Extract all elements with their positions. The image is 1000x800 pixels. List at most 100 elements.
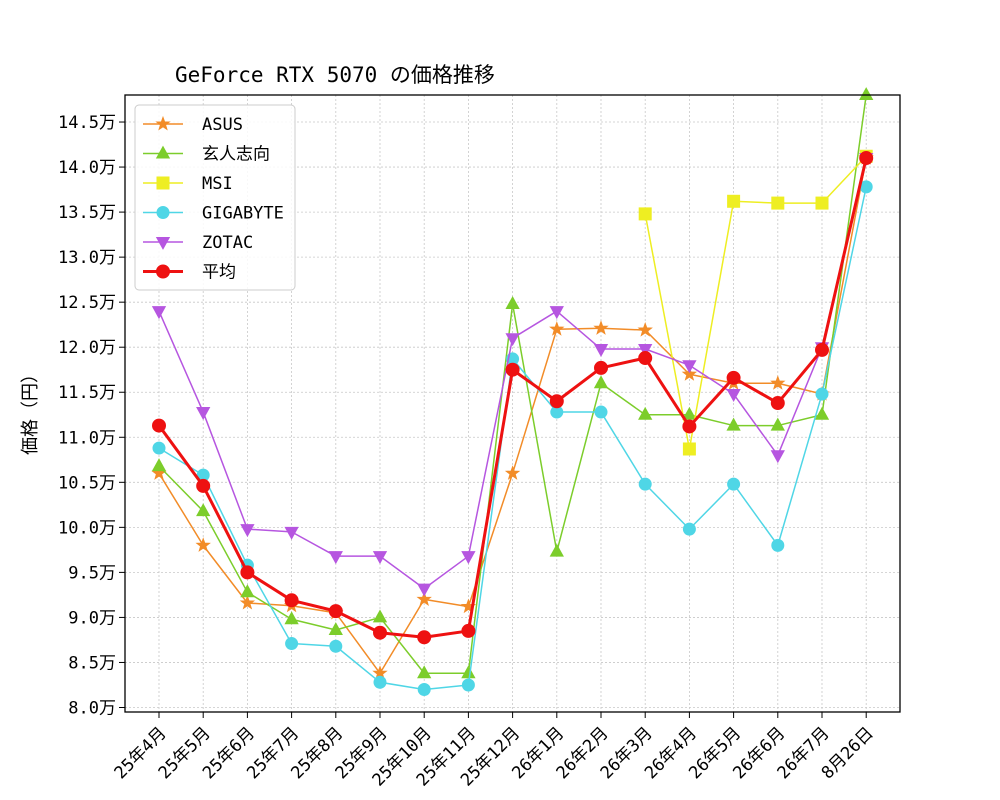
data-point xyxy=(196,407,211,420)
data-point xyxy=(505,333,520,347)
data-point xyxy=(505,362,520,377)
legend-marker xyxy=(155,115,171,131)
data-point xyxy=(240,584,255,598)
y-tick-label: 14.0万 xyxy=(58,158,116,178)
y-tick-label: 13.5万 xyxy=(58,203,116,223)
y-axis: 8.0万 8.5万 9.0万 9.5万 10.0万 10.5万 11.0万 11.5万 12.0… xyxy=(58,113,125,718)
data-point xyxy=(594,360,608,375)
data-point xyxy=(417,665,432,679)
data-point xyxy=(726,417,741,431)
data-point xyxy=(461,678,475,692)
legend-label: 玄人志向 xyxy=(202,145,270,165)
data-point xyxy=(152,441,166,455)
data-point xyxy=(682,360,697,374)
series-4 xyxy=(151,153,874,597)
y-tick-label: 12.0万 xyxy=(58,338,116,358)
data-point xyxy=(770,396,785,411)
data-point xyxy=(417,630,432,645)
legend-label: MSI xyxy=(202,174,233,194)
y-tick-label: 12.5万 xyxy=(58,293,116,313)
data-point xyxy=(770,450,785,464)
data-point xyxy=(593,375,609,389)
data-point xyxy=(771,538,785,552)
chart-title: GeForce RTX 5070 の価格推移 xyxy=(175,63,495,87)
data-point xyxy=(328,622,343,636)
data-point xyxy=(770,375,786,390)
data-point xyxy=(461,665,476,679)
data-point xyxy=(328,551,343,565)
data-point xyxy=(505,296,520,309)
legend-marker xyxy=(156,176,170,190)
legend-entry: ASUS xyxy=(143,115,243,135)
y-tick-label: 9.5万 xyxy=(68,563,116,583)
legend-label: 平均 xyxy=(202,263,236,283)
legend-marker xyxy=(155,237,171,250)
data-point xyxy=(504,465,521,480)
y-tick-label: 8.0万 xyxy=(68,698,116,718)
data-point xyxy=(638,344,653,357)
data-point xyxy=(152,418,166,433)
data-point xyxy=(593,320,609,335)
y-axis-label: 価格（円） xyxy=(20,365,41,455)
data-point xyxy=(240,524,255,538)
data-point xyxy=(682,522,696,536)
data-point xyxy=(814,406,830,420)
legend-entry: GIGABYTE xyxy=(143,204,284,224)
y-tick-label: 8.5万 xyxy=(68,653,116,673)
series-line xyxy=(644,155,867,450)
data-point xyxy=(549,306,564,320)
data-point xyxy=(859,87,874,100)
data-point xyxy=(638,207,652,221)
data-point xyxy=(240,565,255,580)
data-point xyxy=(284,593,299,608)
legend-entry: 平均 xyxy=(143,263,236,283)
legend-entry: ZOTAC xyxy=(143,233,253,253)
data-point xyxy=(285,637,299,651)
data-point xyxy=(549,321,565,336)
legend-marker xyxy=(155,145,171,159)
data-point xyxy=(417,682,431,696)
data-point xyxy=(195,537,211,552)
data-point xyxy=(638,406,653,420)
legend: ASUS 玄人志向 MSI GIGABYTE ZOTAC 平均 xyxy=(134,104,296,291)
data-point xyxy=(549,394,564,409)
series-3 xyxy=(152,180,873,696)
legend-box xyxy=(134,104,296,291)
data-point xyxy=(859,151,874,166)
data-point xyxy=(549,543,564,557)
data-point xyxy=(416,591,432,606)
data-point xyxy=(815,342,829,357)
data-point xyxy=(682,419,697,434)
legend-marker xyxy=(156,206,170,219)
data-point xyxy=(461,623,476,638)
legend-label: GIGABYTE xyxy=(202,204,284,224)
data-point xyxy=(727,477,741,491)
data-point xyxy=(328,604,343,619)
y-tick-label: 13.0万 xyxy=(58,248,116,268)
data-point xyxy=(638,477,652,491)
data-point xyxy=(815,196,829,210)
legend-entry: 玄人志向 xyxy=(143,145,270,165)
data-point xyxy=(682,442,696,456)
data-point xyxy=(681,366,698,381)
data-point xyxy=(372,551,388,565)
legend-label: ZOTAC xyxy=(202,233,253,253)
data-point xyxy=(726,370,741,385)
y-tick-label: 10.5万 xyxy=(58,473,116,493)
y-tick-label: 10.0万 xyxy=(58,518,116,538)
data-point xyxy=(593,344,609,357)
data-point xyxy=(727,194,741,208)
y-tick-label: 9.0万 xyxy=(68,608,116,628)
data-point xyxy=(284,611,299,625)
data-point xyxy=(771,196,785,210)
data-point xyxy=(637,322,653,337)
data-point xyxy=(196,503,211,517)
data-point xyxy=(239,594,256,610)
data-point xyxy=(372,609,388,623)
series-5 xyxy=(152,151,874,645)
y-tick-label: 11.0万 xyxy=(58,428,116,448)
data-point xyxy=(196,478,211,493)
data-point xyxy=(417,583,432,597)
legend-marker xyxy=(156,264,170,279)
